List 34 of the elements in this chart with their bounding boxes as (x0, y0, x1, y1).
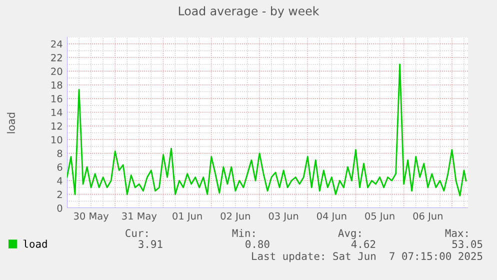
text: 4.62 (351, 240, 376, 248)
x-tick-label: 03 Jun (268, 212, 298, 222)
text: Min: (232, 228, 254, 237)
y-tick-label: 0 (57, 204, 62, 212)
y-tick-label: 18 (52, 81, 62, 89)
y-tick-label: 4 (57, 177, 62, 184)
text: 3.91 (138, 240, 162, 248)
y-tick-label: 6 (57, 163, 62, 171)
x-tick-label: 31 May (122, 212, 157, 222)
y-tick-label: 24 (51, 40, 62, 48)
x-tick-label: 30 May (74, 212, 109, 222)
text: Cur: (126, 229, 148, 238)
x-tick-label: 02 Jun (220, 212, 250, 222)
x-tick-label: 04 Jun (316, 212, 346, 222)
y-axis-title: load (6, 112, 16, 134)
y-tick-label: 12 (52, 122, 62, 130)
y-tick-label: 14 (52, 108, 62, 116)
text: Last update: Sat Jun 7 07:15:00 2025 (252, 252, 482, 262)
x-tick-label: 05 Jun (365, 212, 394, 222)
text: 53.05 (452, 240, 482, 248)
text: Max: (445, 229, 468, 238)
legend-label: load (24, 240, 47, 248)
text: 0.80 (246, 240, 270, 248)
x-tick-label: 01 Jun (172, 212, 202, 222)
y-tick-label: 10 (52, 136, 62, 144)
y-tick-label: 20 (51, 68, 62, 76)
line-series (67, 64, 467, 196)
y-tick-label: 2 (57, 190, 62, 198)
chart-title: Load average - by week (178, 6, 320, 18)
y-tick-label: 22 (51, 54, 62, 62)
y-tick-label: 8 (57, 150, 62, 158)
text: Avg: (338, 229, 360, 240)
x-tick-label: 06 Jun (413, 212, 442, 222)
y-tick-label: 16 (52, 95, 62, 102)
